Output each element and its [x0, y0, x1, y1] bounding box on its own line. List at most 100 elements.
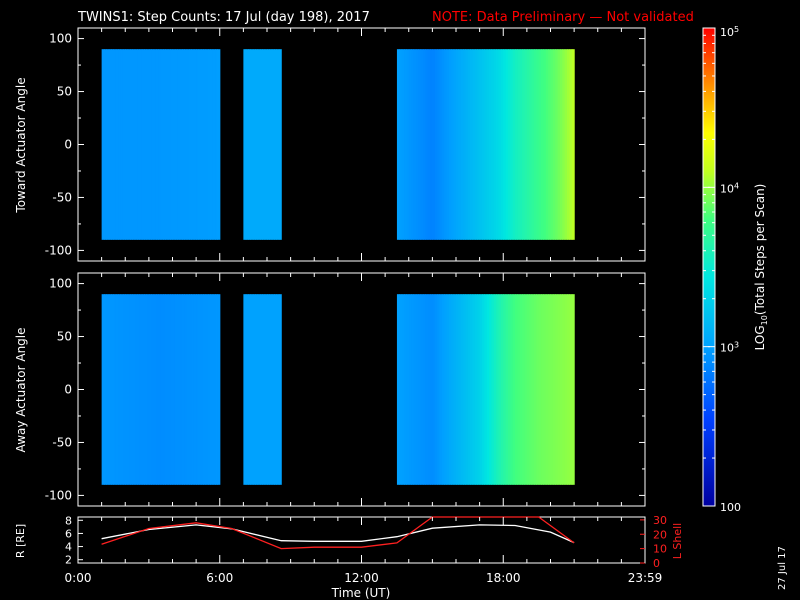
heatmap-cell [271, 49, 275, 240]
heatmap-cell [122, 294, 126, 485]
y-tick-label: -100 [45, 488, 72, 502]
heatmap-cell [207, 294, 211, 485]
heatmap-cell [198, 294, 202, 485]
y-tick-label: -50 [52, 435, 72, 449]
heatmap-cell [165, 49, 169, 240]
heatmap-cell [408, 49, 412, 240]
heatmap-cell [163, 49, 167, 240]
colorbar-ticks: 105 104 103 100 [703, 25, 741, 514]
time-axis: 0:00 6:00 12:00 18:00 23:59 [65, 28, 662, 585]
heatmap-cell [215, 294, 218, 485]
heatmap-cell [193, 49, 197, 240]
heatmap-cell [103, 294, 107, 485]
heatmap-cell [411, 294, 415, 485]
heatmap-cell [493, 49, 497, 240]
heatmap-cell [437, 294, 441, 485]
heatmap-cell [137, 49, 141, 240]
heatmap-cell [212, 294, 216, 485]
y-tick-label: 50 [57, 85, 72, 99]
heatmap-cell [174, 294, 178, 485]
heatmap-cell [115, 294, 119, 485]
heatmap-cell [101, 49, 105, 240]
heatmap-cell [120, 294, 124, 485]
r-tick-label: 6 [65, 527, 72, 540]
heatmap-cell [113, 49, 117, 240]
heatmap-cell [463, 294, 467, 485]
heatmap-cell [243, 294, 247, 485]
heatmap-cell [456, 294, 459, 485]
colorbar-label: LOG10(Total Steps per Scan) [753, 184, 769, 351]
heatmap-cell [496, 49, 500, 240]
heatmap-cell [453, 49, 457, 240]
heatmap-cell [567, 49, 570, 240]
heatmap-cell [181, 294, 185, 485]
preliminary-note: NOTE: Data Preliminary — Not validated [432, 10, 694, 25]
heatmap-cell [498, 49, 502, 240]
heatmap-cell [510, 49, 514, 240]
heatmap-cell [122, 49, 126, 240]
heatmap-cell [245, 49, 249, 240]
heatmap-cell [259, 294, 263, 485]
heatmap-cell [465, 294, 469, 485]
heatmap-cell [571, 49, 575, 240]
heatmap-cell [205, 49, 209, 240]
heatmap-cell [500, 49, 504, 240]
heatmap-cell [486, 49, 490, 240]
heatmap-cell [177, 294, 181, 485]
heatmap-cell [533, 49, 537, 240]
heatmap-cell [184, 294, 188, 485]
heatmap-cell [496, 294, 500, 485]
heatmap-cell [151, 49, 155, 240]
heatmap-cell [401, 294, 405, 485]
heatmap-cell [141, 49, 145, 240]
heatmap-cell [129, 49, 133, 240]
heatmap-cell [571, 294, 575, 485]
lshell-tick-label: 20 [653, 528, 667, 541]
heatmap-cell [163, 294, 167, 485]
heatmap-cell [276, 49, 280, 240]
heatmap-cell [569, 294, 573, 485]
heatmap-cell [103, 49, 107, 240]
heatmap-cell [448, 294, 452, 485]
heatmap-cell [196, 294, 200, 485]
heatmap-cell [486, 294, 490, 485]
heatmap-cell [146, 294, 150, 485]
heatmap-cell [155, 294, 159, 485]
heatmap-cell [207, 49, 211, 240]
heatmap-cell [484, 294, 488, 485]
heatmap-cell [399, 49, 403, 240]
heatmap-cell [262, 294, 266, 485]
toward-heatmap [101, 49, 575, 240]
heatmap-cell [515, 294, 519, 485]
date-stamp: 27 Jul 17 [777, 546, 788, 590]
heatmap-cell [101, 294, 105, 485]
heatmap-cell [422, 49, 426, 240]
heatmap-cell [167, 294, 171, 485]
heatmap-cell [552, 294, 556, 485]
heatmap-cell [430, 294, 433, 485]
heatmap-cell [406, 294, 410, 485]
heatmap-cell [262, 49, 266, 240]
heatmap-cell [460, 49, 464, 240]
r-tick-label: 4 [65, 541, 72, 554]
heatmap-cell [531, 294, 535, 485]
heatmap-cell [413, 49, 417, 240]
y-tick-label: 0 [64, 138, 72, 152]
heatmap-cell [113, 294, 117, 485]
heatmap-cell [489, 49, 493, 240]
heatmap-cell [425, 49, 429, 240]
heatmap-cell [503, 294, 507, 485]
heatmap-cell [543, 49, 547, 240]
heatmap-cell [505, 294, 509, 485]
heatmap-cell [564, 294, 568, 485]
heatmap-cell [404, 49, 407, 240]
heatmap-cell [174, 49, 178, 240]
heatmap-cell [439, 49, 443, 240]
heatmap-cell [139, 294, 143, 485]
heatmap-cell [252, 294, 256, 485]
heatmap-cell [479, 49, 483, 240]
heatmap-cell [118, 294, 122, 485]
heatmap-cell [212, 49, 216, 240]
heatmap-cell [444, 294, 448, 485]
